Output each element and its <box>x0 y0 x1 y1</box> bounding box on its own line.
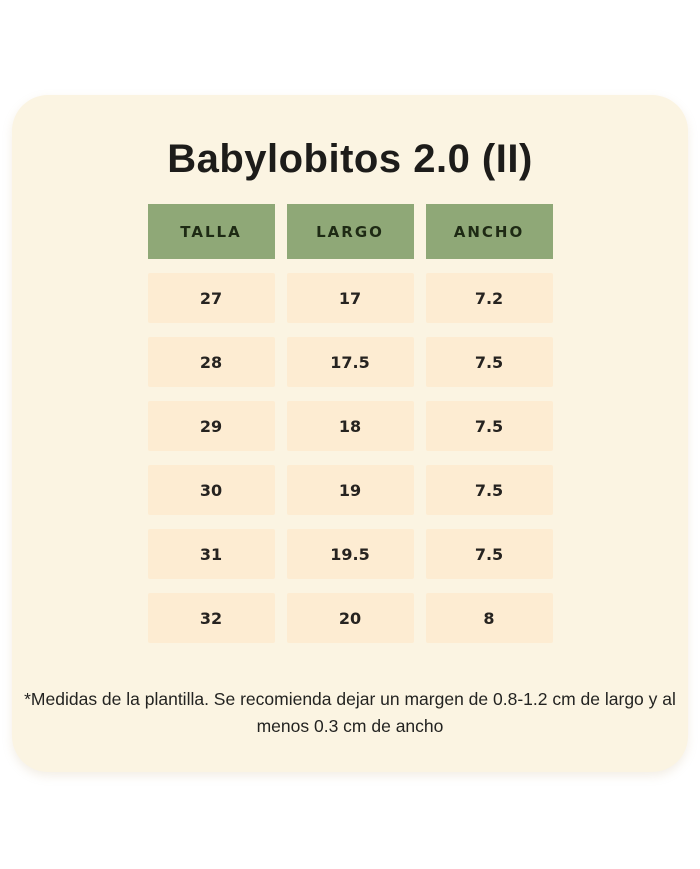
data-cell: 29 <box>147 401 275 451</box>
data-cell: 18 <box>286 401 414 451</box>
data-cell: 7.2 <box>425 273 553 323</box>
chart-title: Babylobitos 2.0 (II) <box>167 137 533 181</box>
data-cell: 8 <box>425 593 553 643</box>
data-cell: 17 <box>286 273 414 323</box>
data-cell: 30 <box>147 465 275 515</box>
size-table: TALLA LARGO ANCHO 27 17 7.2 28 17.5 7.5 29 18 7.5 30… <box>147 204 553 643</box>
data-cell: 31 <box>147 529 275 579</box>
size-chart-card: Babylobitos 2.0 (II) TALLA LARGO ANCHO 27 17… <box>12 95 688 772</box>
footnote-text: *Medidas de la plantilla. Se recomienda … <box>24 689 676 736</box>
data-cell: 7.5 <box>425 529 553 579</box>
data-cell: 7.5 <box>425 401 553 451</box>
data-cell: 19.5 <box>286 529 414 579</box>
header-cell-ancho: ANCHO <box>425 204 553 259</box>
data-cell: 32 <box>147 593 275 643</box>
data-cell: 19 <box>286 465 414 515</box>
data-cell: 27 <box>147 273 275 323</box>
data-cell: 7.5 <box>425 337 553 387</box>
data-cell: 28 <box>147 337 275 387</box>
data-cell: 17.5 <box>286 337 414 387</box>
data-cell: 20 <box>286 593 414 643</box>
header-cell-largo: LARGO <box>286 204 414 259</box>
data-cell: 7.5 <box>425 465 553 515</box>
header-cell-talla: TALLA <box>147 204 275 259</box>
